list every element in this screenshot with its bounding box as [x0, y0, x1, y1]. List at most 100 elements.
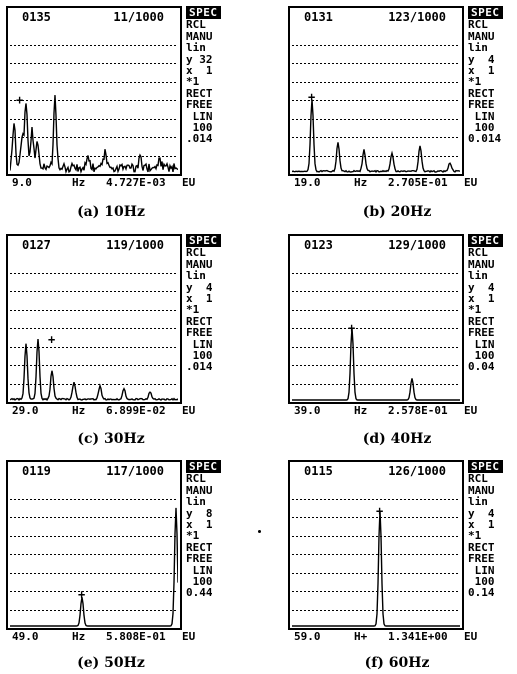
spec-mode-badge[interactable]: SPEC [186, 234, 221, 248]
x-scale-label: x 1 [186, 518, 213, 532]
softkey-rcl[interactable]: RCL [468, 472, 488, 486]
multiplier-label: *1 [468, 75, 482, 89]
screen-footer: 59.0 H+ 1.341E+00 EU [288, 630, 478, 644]
softkey-rect[interactable]: RECT [186, 314, 213, 328]
softkey-lin-axis[interactable]: LIN [186, 109, 213, 123]
softkey-lin-axis[interactable]: LIN [468, 109, 495, 123]
panel-a: 0135 11/1000 + SPEC RCL MANU lin y 32 x … [6, 6, 236, 202]
softkey-manu[interactable]: MANU [468, 257, 495, 271]
scale-value-label: 0.014 [468, 132, 502, 146]
spec-mode-badge[interactable]: SPEC [186, 460, 221, 474]
amplitude-unit: EU [182, 404, 196, 417]
amplitude-unit: EU [464, 176, 478, 189]
amplitude-unit: EU [182, 630, 196, 643]
range-100-label: 100 [468, 349, 495, 363]
softkey-rcl[interactable]: RCL [186, 246, 206, 260]
record-number: 0131 [304, 10, 333, 24]
screen-header: 0123 129/1000 [290, 236, 462, 254]
average-count: 119/1000 [106, 238, 164, 252]
spectrum-plot: + [10, 273, 178, 402]
softkey-rcl[interactable]: RCL [468, 246, 488, 260]
spec-mode-badge[interactable]: SPEC [186, 6, 221, 20]
spec-mode-badge[interactable]: SPEC [468, 6, 503, 20]
analyzer-screen: 0131 123/1000 + [288, 6, 464, 176]
softkey-manu[interactable]: MANU [468, 483, 495, 497]
frequency-unit: Hz [72, 404, 86, 417]
range-100-label: 100 [186, 349, 213, 363]
record-number: 0123 [304, 238, 333, 252]
softkey-rect[interactable]: RECT [468, 540, 495, 554]
cursor-marker-icon: + [16, 93, 23, 107]
cursor-amplitude: 2.705E-01 [388, 176, 448, 189]
softkey-rect[interactable]: RECT [468, 86, 495, 100]
softkey-manu[interactable]: MANU [186, 29, 213, 43]
softkey-free[interactable]: FREE [468, 98, 495, 112]
x-scale-label: x 1 [468, 64, 495, 78]
scale-value-label: .014 [186, 132, 213, 146]
softkey-rect[interactable]: RECT [186, 540, 213, 554]
amplitude-unit: EU [182, 176, 196, 189]
panel-e: 0119 117/1000 + SPEC RCL MANU lin y 8 x … [6, 460, 236, 656]
spectrum-trace [10, 339, 178, 402]
average-count: 129/1000 [388, 238, 446, 252]
frequency-unit: Hz [354, 404, 368, 417]
softkey-rect[interactable]: RECT [468, 314, 495, 328]
cursor-amplitude: 4.727E-03 [106, 176, 166, 189]
softkey-menu: SPEC RCL MANU lin y 4 x 1 *1 RECT FREE L… [468, 460, 517, 646]
range-100-label: 100 [186, 575, 213, 589]
softkey-free[interactable]: FREE [186, 552, 213, 566]
screen-footer: 19.0 Hz 2.705E-01 EU [288, 176, 478, 190]
cursor-frequency: 29.0 [12, 404, 39, 417]
average-count: 117/1000 [106, 464, 164, 478]
softkey-lin-axis[interactable]: LIN [468, 337, 495, 351]
softkey-manu[interactable]: MANU [186, 483, 213, 497]
softkey-free[interactable]: FREE [468, 552, 495, 566]
spec-mode-badge[interactable]: SPEC [468, 460, 503, 474]
screen-header: 0131 123/1000 [290, 8, 462, 26]
softkey-lin[interactable]: lin [186, 269, 206, 283]
range-100-label: 100 [468, 575, 495, 589]
screen-footer: 29.0 Hz 6.899E-02 EU [6, 404, 196, 418]
softkey-lin-axis[interactable]: LIN [186, 337, 213, 351]
softkey-lin-axis[interactable]: LIN [468, 563, 495, 577]
softkey-lin[interactable]: lin [468, 495, 488, 509]
softkey-rcl[interactable]: RCL [468, 18, 488, 32]
multiplier-label: *1 [186, 529, 200, 543]
screen-footer: 39.0 Hz 2.578E-01 EU [288, 404, 478, 418]
softkey-rcl[interactable]: RCL [186, 18, 206, 32]
cursor-frequency: 19.0 [294, 176, 321, 189]
screen-header: 0127 119/1000 [8, 236, 180, 254]
softkey-manu[interactable]: MANU [186, 257, 213, 271]
screen-footer: 9.0 Hz 4.727E-03 EU [6, 176, 196, 190]
record-number: 0135 [22, 10, 51, 24]
spec-mode-badge[interactable]: SPEC [468, 234, 503, 248]
frequency-unit: Hz [354, 176, 368, 189]
softkey-rect[interactable]: RECT [186, 86, 213, 100]
average-count: 123/1000 [388, 10, 446, 24]
softkey-lin[interactable]: lin [468, 269, 488, 283]
cursor-marker-icon: + [308, 90, 315, 104]
spectrum-plot: + [10, 45, 178, 174]
spectrum-plot: + [10, 499, 178, 627]
softkey-manu[interactable]: MANU [468, 29, 495, 43]
softkey-free[interactable]: FREE [186, 98, 213, 112]
softkey-menu: SPEC RCL MANU lin y 4 x 1 *1 RECT FREE L… [186, 234, 238, 420]
cursor-frequency: 59.0 [294, 630, 321, 643]
softkey-lin[interactable]: lin [468, 41, 488, 55]
softkey-free[interactable]: FREE [468, 326, 495, 340]
average-count: 11/1000 [113, 10, 164, 24]
softkey-menu: SPEC RCL MANU lin y 4 x 1 *1 RECT FREE L… [468, 234, 517, 420]
softkey-menu: SPEC RCL MANU lin y 8 x 1 *1 RECT FREE L… [186, 460, 238, 646]
softkey-lin-axis[interactable]: LIN [186, 563, 213, 577]
softkey-menu: SPEC RCL MANU lin y 4 x 1 *1 RECT FREE L… [468, 6, 517, 192]
softkey-menu: SPEC RCL MANU lin y 32 x 1 *1 RECT FREE … [186, 6, 238, 192]
spectrum-trace [10, 95, 178, 174]
scale-value-label: 0.44 [186, 586, 213, 600]
cursor-marker-icon: + [376, 504, 383, 518]
softkey-free[interactable]: FREE [186, 326, 213, 340]
cursor-amplitude: 6.899E-02 [106, 404, 166, 417]
softkey-rcl[interactable]: RCL [186, 472, 206, 486]
softkey-lin[interactable]: lin [186, 41, 206, 55]
softkey-lin[interactable]: lin [186, 495, 206, 509]
spectrum-plot: + [292, 273, 460, 401]
